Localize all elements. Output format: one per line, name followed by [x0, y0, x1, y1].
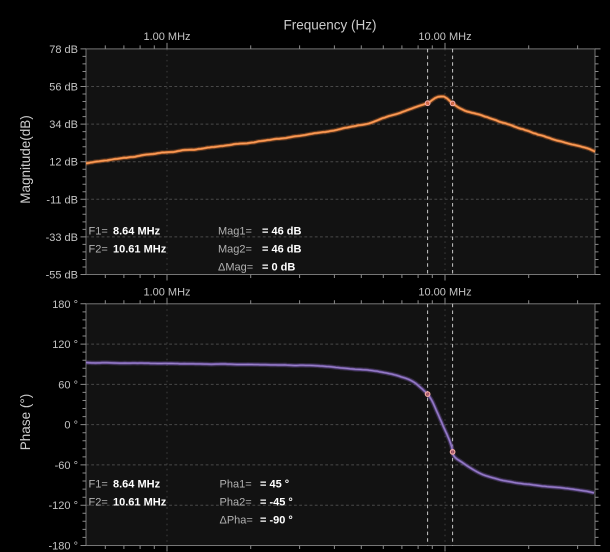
svg-text:= 0 dB: = 0 dB: [262, 262, 295, 274]
svg-text:10.61 MHz: 10.61 MHz: [113, 497, 167, 509]
svg-text:60 °: 60 °: [58, 379, 78, 391]
svg-text:-55 dB: -55 dB: [46, 270, 78, 282]
svg-text:56 dB: 56 dB: [49, 82, 78, 94]
svg-text:120 °: 120 °: [52, 339, 78, 351]
svg-text:ΔMag=: ΔMag=: [218, 262, 253, 274]
svg-text:Phase (°): Phase (°): [18, 394, 33, 450]
svg-text:Pha2=: Pha2=: [220, 497, 252, 509]
svg-text:= -90 °: = -90 °: [260, 515, 293, 527]
svg-text:1.00 MHz: 1.00 MHz: [143, 287, 190, 299]
svg-text:-11 dB: -11 dB: [46, 194, 78, 206]
svg-text:= 46 dB: = 46 dB: [262, 226, 301, 238]
svg-text:78 dB: 78 dB: [49, 44, 78, 56]
svg-text:10.00 MHz: 10.00 MHz: [418, 31, 471, 43]
svg-text:Magnitude(dB): Magnitude(dB): [18, 115, 33, 204]
svg-text:12 dB: 12 dB: [49, 157, 78, 169]
svg-text:-180 °: -180 °: [49, 541, 78, 552]
svg-text:34 dB: 34 dB: [49, 119, 78, 131]
svg-text:Frequency (Hz): Frequency (Hz): [283, 18, 376, 33]
svg-text:= 45 °: = 45 °: [260, 479, 289, 491]
svg-text:ΔPha=: ΔPha=: [220, 515, 253, 527]
svg-text:0 °: 0 °: [64, 420, 78, 432]
svg-text:-60 °: -60 °: [55, 460, 78, 472]
svg-text:Mag2=: Mag2=: [218, 244, 252, 256]
svg-text:1.00 MHz: 1.00 MHz: [143, 31, 190, 43]
svg-text:F2=: F2=: [89, 497, 108, 509]
svg-text:-120 °: -120 °: [49, 500, 78, 512]
svg-text:= 46 dB: = 46 dB: [262, 244, 301, 256]
svg-text:= -45 °: = -45 °: [260, 497, 293, 509]
svg-text:-33 dB: -33 dB: [46, 232, 78, 244]
svg-text:180 °: 180 °: [52, 299, 78, 311]
svg-text:Pha1=: Pha1=: [220, 479, 252, 491]
svg-text:F2=: F2=: [89, 244, 108, 256]
svg-text:10.61 MHz: 10.61 MHz: [113, 244, 167, 256]
svg-text:8.64 MHz: 8.64 MHz: [113, 226, 161, 238]
svg-text:F1=: F1=: [89, 226, 108, 238]
svg-text:10.00 MHz: 10.00 MHz: [418, 287, 471, 299]
svg-text:Mag1=: Mag1=: [218, 226, 252, 238]
svg-text:8.64 MHz: 8.64 MHz: [113, 479, 161, 491]
svg-text:F1=: F1=: [89, 479, 108, 491]
